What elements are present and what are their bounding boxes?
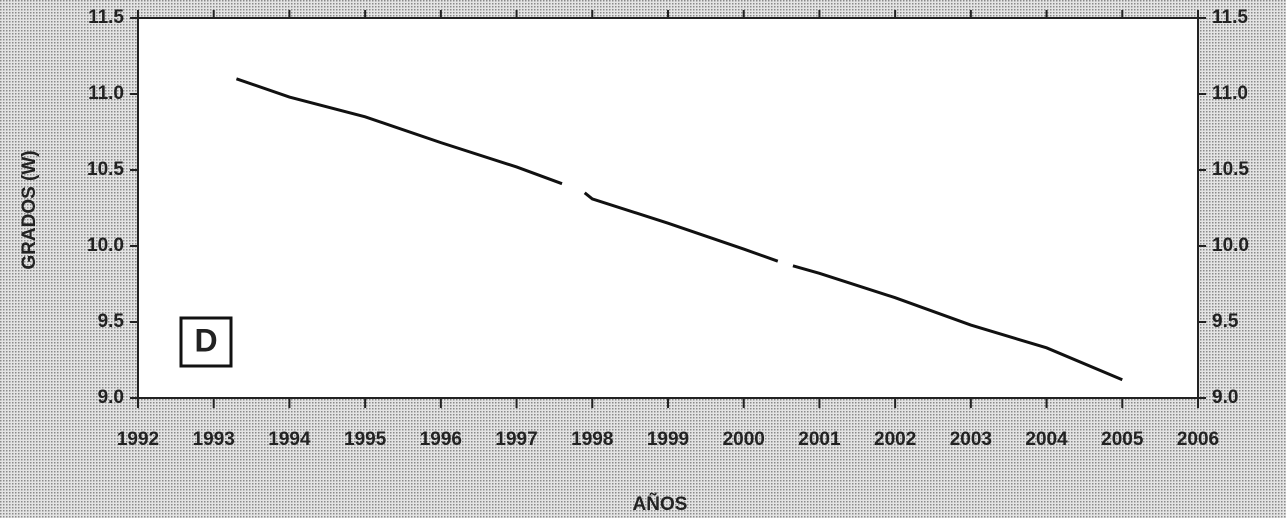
x-tick-label: 2004 bbox=[1025, 429, 1068, 450]
x-tick-label: 1992 bbox=[117, 429, 159, 450]
x-tick-label: 2006 bbox=[1177, 429, 1219, 450]
panel-label: D bbox=[194, 322, 217, 358]
y-tick-label: 10.5 bbox=[87, 159, 124, 180]
x-tick-label: 2003 bbox=[950, 429, 992, 450]
y-tick-label: 11.5 bbox=[88, 7, 124, 28]
panel-box bbox=[179, 316, 233, 368]
y2-tick-label: 10.0 bbox=[1212, 235, 1249, 256]
x-tick-label: 1997 bbox=[495, 429, 537, 450]
x-tick-label: 1993 bbox=[193, 429, 235, 450]
line bbox=[235, 77, 1123, 382]
plot-area bbox=[137, 17, 1199, 399]
y-tick-label: 10.0 bbox=[87, 235, 124, 256]
y2-tick-label: 9.5 bbox=[1212, 311, 1239, 332]
x-tick-label: 2002 bbox=[874, 429, 916, 450]
y-tick-label: 9.5 bbox=[98, 311, 125, 332]
x-tick-label: 1995 bbox=[344, 429, 387, 450]
x-tick-label: 1998 bbox=[571, 429, 613, 450]
y-axis-label: GRADOS (W) bbox=[19, 150, 40, 269]
y2-tick-label: 9.0 bbox=[1212, 387, 1238, 408]
x-tick-label: 1996 bbox=[420, 429, 462, 450]
x-tick-label: 2005 bbox=[1101, 429, 1144, 450]
x-tick-label: 1999 bbox=[647, 429, 689, 450]
y-tick-label: 11.0 bbox=[88, 83, 124, 104]
y2-tick-label: 11.5 bbox=[1212, 7, 1248, 28]
x-tick-label: 1994 bbox=[268, 429, 311, 450]
x-tick-label: 2001 bbox=[798, 429, 841, 450]
y2-tick-label: 11.0 bbox=[1212, 83, 1248, 104]
y2-tick-label: 10.5 bbox=[1212, 159, 1249, 180]
y-tick-label: 9.0 bbox=[98, 387, 124, 408]
x-tick-label: 2000 bbox=[723, 429, 765, 450]
x-axis-label: AÑOS bbox=[633, 493, 688, 515]
